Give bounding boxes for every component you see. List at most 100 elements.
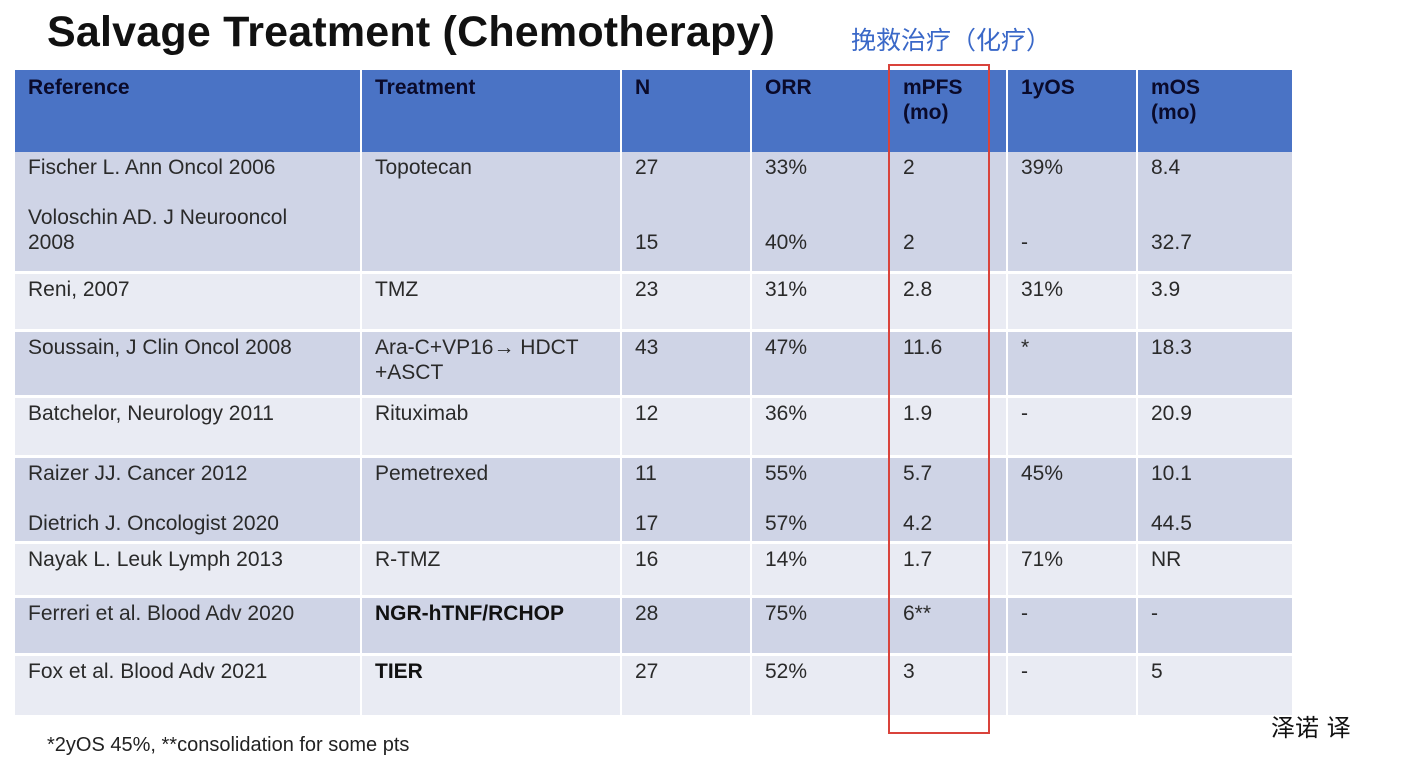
cell-orr: 36% (751, 396, 890, 458)
cell-reference: Soussain, J Clin Oncol 2008 (15, 330, 362, 398)
cell-text: 12 (635, 401, 659, 425)
cell-reference: Fox et al. Blood Adv 2021 (15, 654, 362, 718)
cell-n: 28 (621, 596, 752, 656)
cell-text: - (1021, 231, 1028, 254)
cell-text (1151, 205, 1292, 230)
header-mos: mOS (mo) (1137, 70, 1292, 152)
cell-text: Fischer L. Ann Oncol 2006 (28, 156, 276, 179)
cell-n: 23 (621, 272, 752, 332)
cell-text: 55% (765, 461, 808, 485)
cell-treatment: Topotecan (361, 152, 622, 274)
cell-text: 1.7 (903, 547, 933, 571)
cell-orr: 47% (751, 330, 890, 398)
cell-text (765, 486, 888, 511)
cell-yos: * (1007, 330, 1138, 398)
cell-n: 12 (621, 396, 752, 458)
cell-text (765, 180, 888, 205)
cell-text (1151, 486, 1292, 511)
cell-text: 16 (635, 547, 659, 571)
cell-text: 5 (1151, 659, 1163, 683)
table-row: Reni, 2007 TMZ 23 31% 2.8 31% 3.9 (15, 272, 1292, 332)
cell-text: Batchelor, Neurology 2011 (28, 401, 274, 425)
cell-yos: - (1007, 396, 1138, 458)
chinese-subtitle: 挽救治疗（化疗） (851, 26, 1052, 55)
header-treatment: Treatment (361, 70, 622, 152)
header-orr: ORR (751, 70, 890, 152)
table-row: Fox et al. Blood Adv 2021 TIER 27 52% 3 - 5 (15, 654, 1292, 718)
cell-text (635, 486, 750, 511)
cell-text: 36% (765, 401, 808, 425)
cell-n: 43 (621, 330, 752, 398)
cell-mos: 18.3 (1137, 330, 1292, 398)
cell-text: 33% (765, 156, 808, 179)
cell-text: 40% (765, 231, 808, 254)
cell-text: Soussain, J Clin Oncol 2008 (28, 335, 292, 359)
table-header-row: Reference Treatment N ORR mPFS (mo) 1yOS … (15, 70, 1292, 152)
cell-yos: 45% (1007, 456, 1138, 544)
table-row: Raizer JJ. Cancer 2012 Dietrich J. Oncolo… (15, 456, 1292, 544)
table-row: Nayak L. Leuk Lymph 2013 R-TMZ 16 14% 1.7 71%… (15, 542, 1292, 598)
cell-text: 5.7 (903, 461, 933, 485)
cell-n: 27 15 (621, 152, 752, 274)
cell-text (1021, 205, 1136, 230)
cell-mpfs: 11.6 (889, 330, 1008, 398)
cell-reference: Reni, 2007 (15, 272, 362, 332)
cell-treatment: Pemetrexed (361, 456, 622, 544)
header-1yos: 1yOS (1007, 70, 1138, 152)
cell-text: 47% (765, 335, 808, 359)
cell-text: 8.4 (1151, 156, 1181, 179)
cell-text: 14% (765, 547, 808, 571)
cell-text: Pemetrexed (375, 461, 489, 485)
cell-text: 27 (635, 659, 659, 683)
cell-yos: - (1007, 596, 1138, 656)
cell-yos: 71% (1007, 542, 1138, 598)
cell-mos: 10.1 44.5 (1137, 456, 1292, 544)
cell-text: +ASCT (375, 360, 444, 384)
cell-text: - (1021, 659, 1028, 683)
table-row: Fischer L. Ann Oncol 2006 Voloschin AD. J… (15, 152, 1292, 274)
cell-text: TMZ (375, 277, 419, 301)
cell-text: Dietrich J. Oncologist 2020 (28, 511, 279, 535)
table-row: Ferreri et al. Blood Adv 2020 NGR-hTNF/RC… (15, 596, 1292, 656)
cell-text: TIER (375, 659, 423, 683)
cell-text: 6** (903, 601, 932, 625)
cell-orr: 52% (751, 654, 890, 718)
cell-text: - (1021, 401, 1028, 425)
slide-title: Salvage Treatment (Chemotherapy) (47, 8, 776, 56)
cell-treatment: Rituximab (361, 396, 622, 458)
cell-mos: 3.9 (1137, 272, 1292, 332)
cell-text: 4.2 (903, 511, 933, 535)
cell-yos: 39% - (1007, 152, 1138, 274)
cell-reference: Fischer L. Ann Oncol 2006 Voloschin AD. J… (15, 152, 362, 274)
cell-text: 27 (635, 156, 659, 179)
cell-yos: 31% (1007, 272, 1138, 332)
cell-mos: - (1137, 596, 1292, 656)
cell-text: NR (1151, 547, 1182, 571)
cell-text: 44.5 (1151, 511, 1192, 535)
cell-mos: NR (1137, 542, 1292, 598)
cell-treatment: R-TMZ (361, 542, 622, 598)
cell-text (765, 205, 888, 230)
cell-orr: 55% 57% (751, 456, 890, 544)
cell-text (635, 205, 750, 230)
cell-mos: 8.4 32.7 (1137, 152, 1292, 274)
cell-text: R-TMZ (375, 547, 441, 571)
cell-reference: Nayak L. Leuk Lymph 2013 (15, 542, 362, 598)
cell-treatment: TMZ (361, 272, 622, 332)
cell-text: 57% (765, 511, 808, 535)
cell-text: 3 (903, 659, 915, 683)
cell-text: 23 (635, 277, 659, 301)
cell-text: 3.9 (1151, 277, 1181, 301)
cell-text: 31% (1021, 277, 1064, 301)
cell-text (28, 486, 360, 511)
cell-text: 39% (1021, 156, 1064, 179)
cell-n: 16 (621, 542, 752, 598)
cell-reference: Raizer JJ. Cancer 2012 Dietrich J. Oncolo… (15, 456, 362, 544)
cell-text: Reni, 2007 (28, 277, 130, 301)
results-table-container: Reference Treatment N ORR mPFS (mo) 1yOS … (15, 70, 1292, 718)
cell-text: 15 (635, 231, 659, 254)
cell-text: 20.9 (1151, 401, 1192, 425)
cell-text: 32.7 (1151, 231, 1192, 254)
cell-text: Fox et al. Blood Adv 2021 (28, 659, 268, 683)
cell-n: 27 (621, 654, 752, 718)
